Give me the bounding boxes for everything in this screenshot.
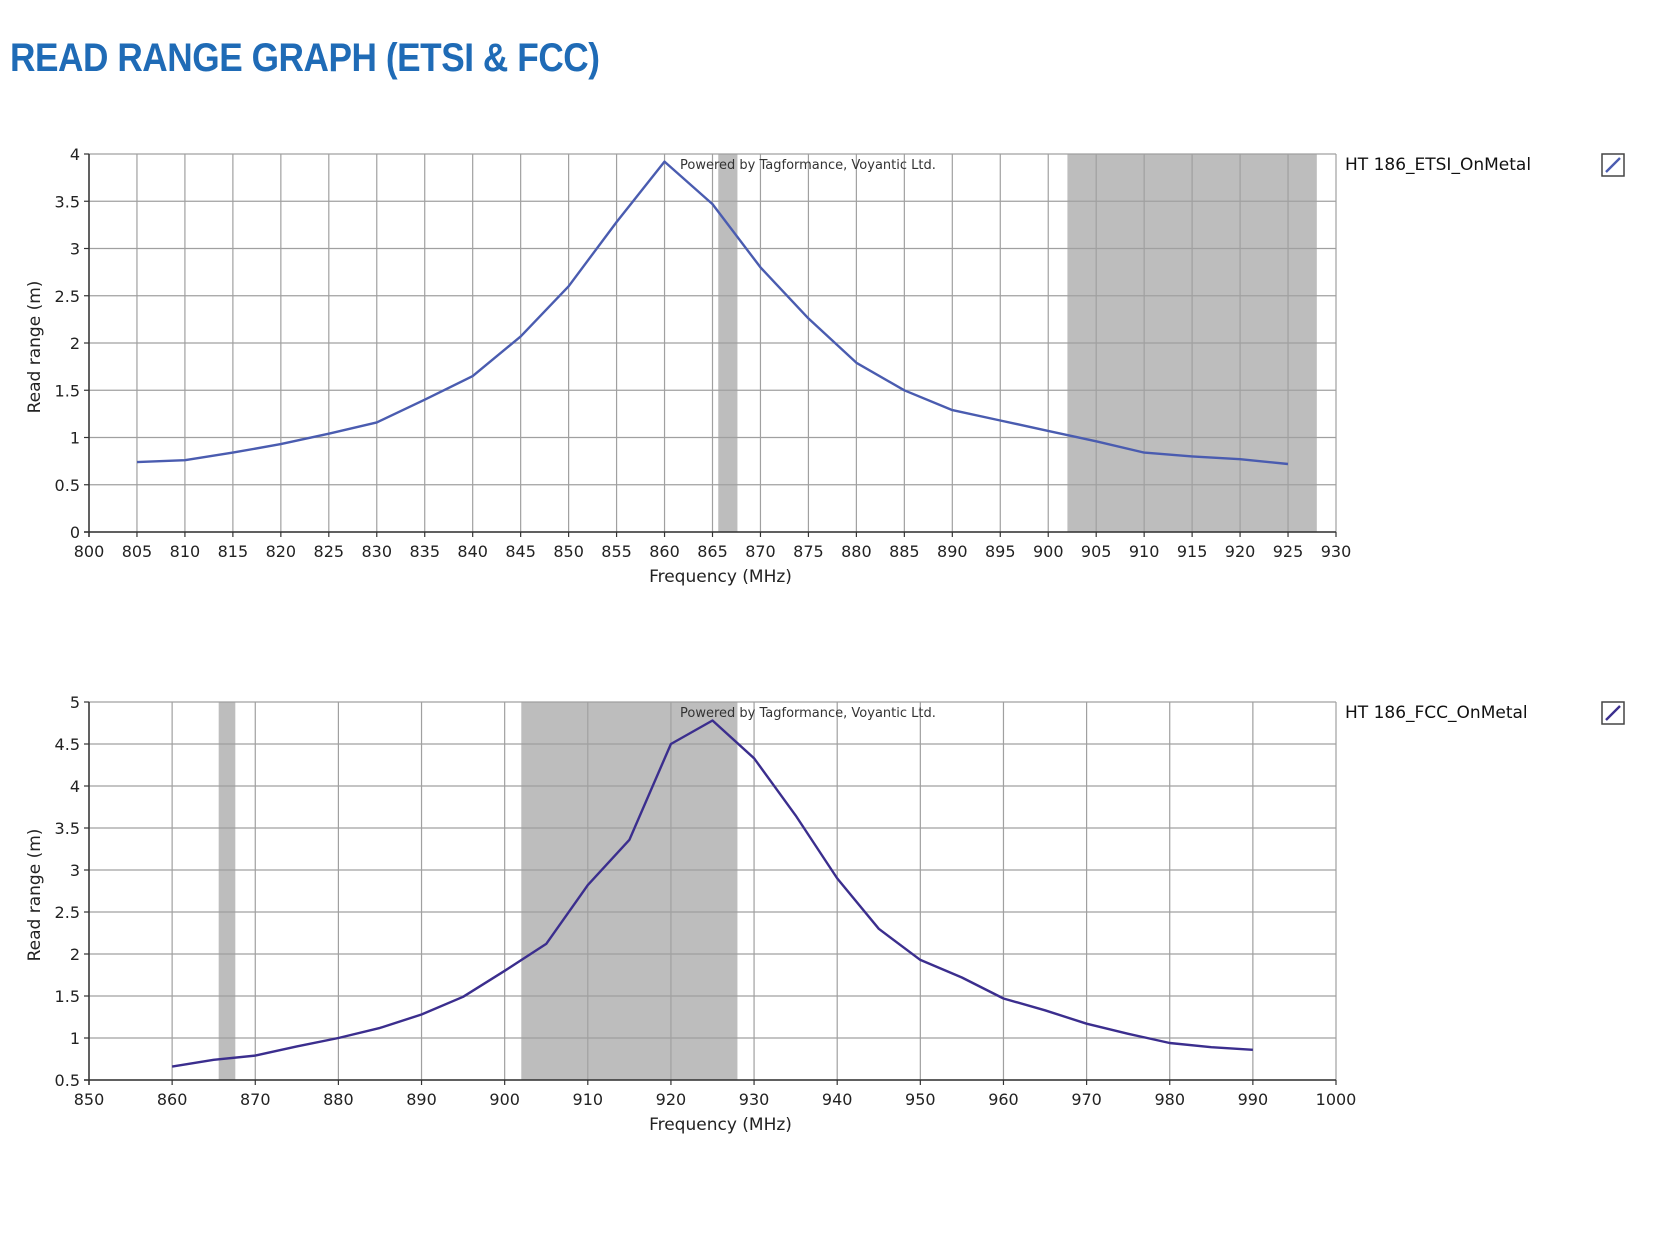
legend-swatch-line: [1605, 157, 1621, 173]
fcc-x-tick-label: 900: [489, 1090, 520, 1109]
etsi-y-tick-label: 1.5: [55, 381, 80, 400]
etsi-y-axis-title: Read range (m): [25, 281, 45, 414]
fcc-x-tick-label: 870: [240, 1090, 271, 1109]
etsi-x-axis-title: Frequency (MHz): [649, 567, 792, 587]
fcc-x-tick-label: 940: [822, 1090, 853, 1109]
fcc-y-tick-label: 2.5: [55, 903, 80, 922]
fcc-shaded-band: [521, 702, 738, 1080]
etsi-x-tick-label: 815: [218, 542, 249, 561]
etsi-x-tick-label: 925: [1273, 542, 1304, 561]
etsi-y-tick-label: 2: [70, 334, 80, 353]
etsi-x-tick-label: 850: [553, 542, 584, 561]
fcc-y-tick-label: 4: [70, 777, 80, 796]
fcc-legend-toggle-icon[interactable]: [1601, 701, 1625, 725]
etsi-x-tick-label: 810: [170, 542, 201, 561]
etsi-x-tick-label: 905: [1081, 542, 1112, 561]
etsi-legend-toggle-icon[interactable]: [1601, 153, 1625, 177]
etsi-x-tick-label: 825: [314, 542, 345, 561]
fcc-read-range-chart: 850 860 870 880 890 900 910 920 930 940 950 960 970 9…: [25, 693, 1625, 1135]
page-title: READ RANGE GRAPH (ETSI & FCC): [10, 36, 600, 80]
etsi-x-tick-label: 835: [409, 542, 440, 561]
fcc-x-tick-label: 970: [1071, 1090, 1102, 1109]
legend-swatch-line: [1605, 705, 1621, 721]
fcc-y-tick-label: 4.5: [55, 735, 80, 754]
fcc-y-tick-label: 1.5: [55, 987, 80, 1006]
fcc-x-tick-label: 860: [157, 1090, 188, 1109]
fcc-x-tick-label: 1000: [1316, 1090, 1357, 1109]
etsi-y-tick-label: 3.5: [55, 192, 80, 211]
etsi-x-tick-label: 800: [74, 542, 105, 561]
fcc-x-tick-label: 920: [656, 1090, 687, 1109]
etsi-x-tick-label: 880: [841, 542, 872, 561]
etsi-x-tick-label: 900: [1033, 542, 1064, 561]
etsi-x-tick-label: 865: [697, 542, 728, 561]
etsi-x-tick-label: 820: [266, 542, 297, 561]
fcc-x-tick-label: 910: [573, 1090, 604, 1109]
fcc-watermark: Powered by Tagformance, Voyantic Ltd.: [680, 706, 936, 721]
etsi-x-tick-label: 920: [1225, 542, 1256, 561]
etsi-legend-label: HT 186_ETSI_OnMetal: [1345, 155, 1531, 175]
etsi-y-tick-label: 0.5: [55, 476, 80, 495]
fcc-x-tick-label: 990: [1238, 1090, 1269, 1109]
etsi-x-tick-label: 805: [122, 542, 153, 561]
etsi-x-tick-label: 885: [889, 542, 920, 561]
etsi-y-tick-label: 0: [70, 523, 80, 542]
fcc-x-tick-label: 950: [905, 1090, 936, 1109]
etsi-x-tick-label: 930: [1321, 542, 1352, 561]
etsi-watermark: Powered by Tagformance, Voyantic Ltd.: [680, 158, 936, 173]
etsi-x-tick-label: 855: [601, 542, 632, 561]
fcc-y-tick-label: 5: [70, 693, 80, 712]
fcc-y-tick-label: 3.5: [55, 819, 80, 838]
fcc-x-tick-label: 960: [988, 1090, 1019, 1109]
fcc-y-tick-label: 1: [70, 1029, 80, 1048]
fcc-x-tick-label: 930: [739, 1090, 770, 1109]
etsi-x-tick-label: 830: [361, 542, 392, 561]
fcc-y-axis-title: Read range (m): [25, 829, 45, 962]
fcc-x-tick-label: 980: [1154, 1090, 1185, 1109]
etsi-y-tick-label: 3: [70, 240, 80, 259]
etsi-x-tick-label: 870: [745, 542, 776, 561]
fcc-x-axis-title: Frequency (MHz): [649, 1115, 792, 1135]
fcc-y-tick-label: 2: [70, 945, 80, 964]
fcc-y-tick-label: 3: [70, 861, 80, 880]
etsi-y-tick-label: 2.5: [55, 287, 80, 306]
fcc-y-tick-label: 0.5: [55, 1071, 80, 1090]
etsi-x-tick-label: 910: [1129, 542, 1160, 561]
etsi-x-tick-label: 875: [793, 542, 824, 561]
etsi-x-tick-label: 860: [649, 542, 680, 561]
etsi-read-range-chart: 800 805 810 815 820 825 830 835 840 845 850 855 860 8…: [25, 145, 1625, 587]
etsi-y-tick-label: 4: [70, 145, 80, 164]
fcc-shaded-band: [218, 702, 236, 1080]
fcc-x-tick-label: 890: [406, 1090, 437, 1109]
etsi-y-tick-label: 1: [70, 429, 80, 448]
fcc-series-line: [171, 719, 1253, 1068]
etsi-x-tick-label: 890: [937, 542, 968, 561]
etsi-x-tick-label: 895: [985, 542, 1016, 561]
etsi-x-tick-label: 915: [1177, 542, 1208, 561]
fcc-x-tick-label: 850: [74, 1090, 105, 1109]
fcc-x-tick-label: 880: [323, 1090, 354, 1109]
etsi-x-tick-label: 840: [457, 542, 488, 561]
etsi-series-line: [136, 160, 1289, 466]
fcc-legend-label: HT 186_FCC_OnMetal: [1345, 703, 1528, 723]
etsi-x-tick-label: 845: [505, 542, 536, 561]
